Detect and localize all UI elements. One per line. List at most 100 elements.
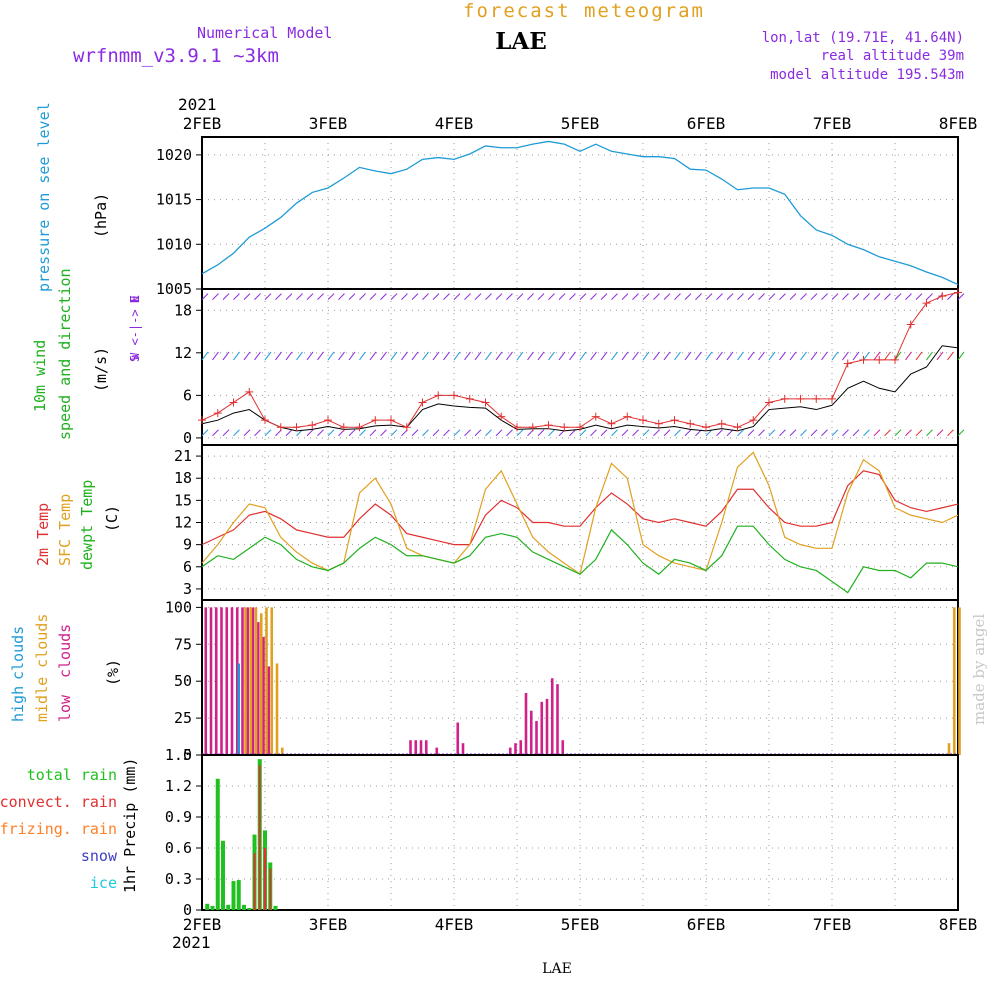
precip-total-bar (273, 905, 278, 910)
wind-arrow (716, 293, 723, 300)
wind-arrow (716, 429, 723, 437)
wind-arrow (233, 351, 240, 361)
compass-south: S (128, 355, 142, 362)
wind-arrow (884, 293, 891, 300)
wind-arrow (233, 429, 240, 437)
wind-arrow (233, 293, 240, 300)
wind-arrow (432, 293, 440, 300)
wind-speed-line (201, 345, 959, 432)
x-tick-label-top: 6FEB (687, 114, 726, 133)
wind-arrow (611, 429, 618, 437)
wind-arrow (590, 429, 597, 437)
wind-arrow (789, 351, 797, 361)
wind-arrow (569, 293, 576, 300)
cloud-bar (270, 607, 274, 755)
wind-arrow (642, 351, 650, 361)
wind-arrow (579, 429, 587, 437)
cloud-bar (256, 622, 260, 755)
wind-arrow (432, 429, 440, 437)
precip-panel: 0 0.3 0.6 0.9 1.2 1.5 (165, 746, 959, 919)
wind-arrow (506, 429, 513, 437)
wind-arrow (222, 429, 230, 437)
wind-gust-marker (450, 391, 458, 400)
cloud-bar (249, 607, 253, 755)
wind-gust-marker (922, 299, 931, 308)
cloud-bar (237, 663, 241, 755)
wind-arrow (369, 293, 377, 300)
wind-arrow (401, 293, 408, 300)
wind-gust-marker (528, 423, 537, 432)
wind-arrow (842, 293, 849, 300)
wind-arrow (327, 293, 335, 300)
cloud-bar (265, 607, 268, 755)
precip-total-bar (226, 904, 231, 910)
wind-arrow (747, 429, 755, 437)
wind-arrow (905, 429, 912, 437)
wind-arrow (380, 351, 387, 361)
wind-arrow (401, 351, 408, 361)
wind-arrow (296, 351, 303, 361)
wind-arrow (779, 429, 786, 437)
wind-arrow (432, 351, 440, 361)
wind-arrow (684, 293, 692, 300)
wind-arrow (317, 429, 324, 437)
wind-arrow (852, 429, 860, 437)
wind-gust-marker (843, 359, 852, 368)
wind-gust-marker (796, 394, 805, 403)
wind-arrow (947, 429, 954, 437)
y-tick-label: 0.3 (165, 870, 192, 888)
cloud-bar (952, 607, 956, 755)
wind-arrow (453, 293, 461, 300)
wind-arrow (474, 293, 482, 300)
wind-arrow (695, 351, 702, 361)
wind-gust-marker (434, 391, 443, 400)
wind-arrow (768, 429, 776, 437)
x-tick-label-top: 2FEB (183, 114, 222, 133)
wind-arrow (600, 293, 608, 300)
wind-arrow (873, 429, 881, 437)
wind-arrow (369, 351, 377, 361)
precip-total-bar (210, 905, 215, 910)
wind-arrow (779, 293, 786, 300)
cloud-bar (251, 607, 255, 755)
wind-gust-marker (686, 419, 695, 428)
wind-arrow (453, 351, 461, 361)
wind-arrow (422, 293, 429, 300)
legend-ice: ice (90, 874, 117, 892)
wind-arrow (894, 293, 902, 300)
wind-arrow (632, 293, 639, 300)
cloud-bar (214, 607, 218, 755)
wind-arrow (348, 429, 356, 437)
wind-arrow (390, 293, 398, 300)
compass-north: N (128, 296, 142, 303)
chart-title: forecast meteogram (463, 0, 705, 22)
precip-total-bar (205, 903, 210, 910)
wind-arrow (642, 429, 650, 437)
cloud-bar (529, 710, 533, 755)
wind-arrow (485, 293, 492, 300)
x-tick-label-bottom: 7FEB (813, 915, 852, 934)
wind-arrow (579, 293, 587, 300)
middle-clouds-ylabel: midle clouds (33, 614, 51, 722)
wind-arrow (296, 293, 303, 300)
wind-arrow (726, 293, 734, 300)
wind-arrow (789, 293, 797, 300)
dewpoint-line (201, 525, 959, 594)
wind-arrow (474, 351, 482, 361)
wind-arrow (212, 351, 219, 361)
wind-arrow (957, 429, 965, 437)
wind-arrow (327, 429, 335, 437)
wind-arrow (905, 293, 912, 300)
cloud-bar (259, 613, 263, 755)
dewpt-ylabel: dewpt Temp (78, 480, 96, 570)
precip-convect-bar (264, 848, 266, 910)
x-tick-label-top: 3FEB (309, 114, 348, 133)
wind-gust-marker (875, 355, 884, 364)
x-tick-label-top: 8FEB (939, 114, 978, 133)
cloud-bar (947, 743, 951, 755)
wind-arrow (600, 429, 608, 437)
cloud-bar (275, 663, 279, 755)
wind-gust-marker (733, 423, 742, 432)
wind-arrow (726, 351, 734, 361)
wind-arrow (464, 429, 471, 437)
